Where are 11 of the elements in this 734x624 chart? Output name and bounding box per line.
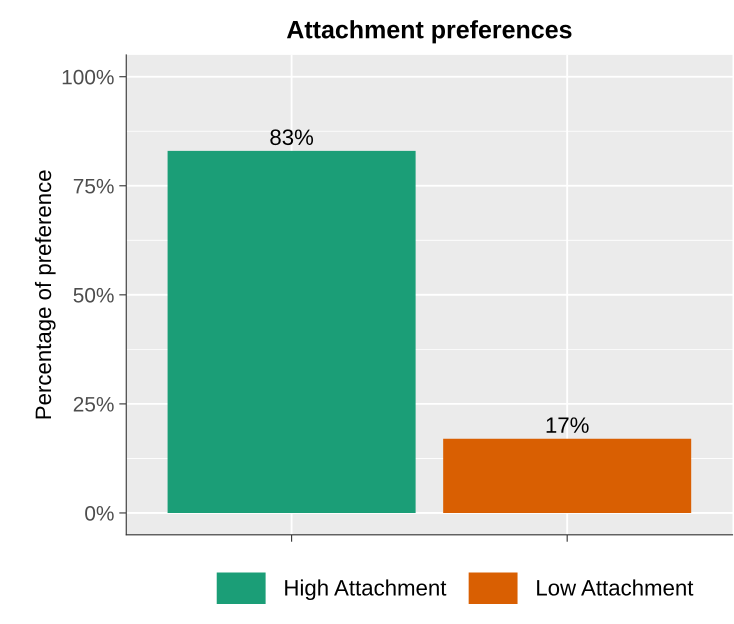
y-tick-label: 75%	[74, 178, 114, 194]
y-tick-label: 100%	[62, 70, 114, 84]
legend-label: High Attachment	[285, 579, 446, 600]
legend-label: Low Attachment	[537, 579, 694, 596]
y-axis-title: Percentage of preference	[34, 170, 56, 418]
chart-title: Attachment preferences	[286, 20, 572, 44]
y-tick-label: 25%	[74, 396, 114, 412]
data-label: 17%	[546, 417, 589, 433]
y-tick-label: 0%	[85, 506, 114, 521]
y-tick-label: 50%	[74, 288, 114, 303]
data-label: 83%	[270, 129, 314, 146]
